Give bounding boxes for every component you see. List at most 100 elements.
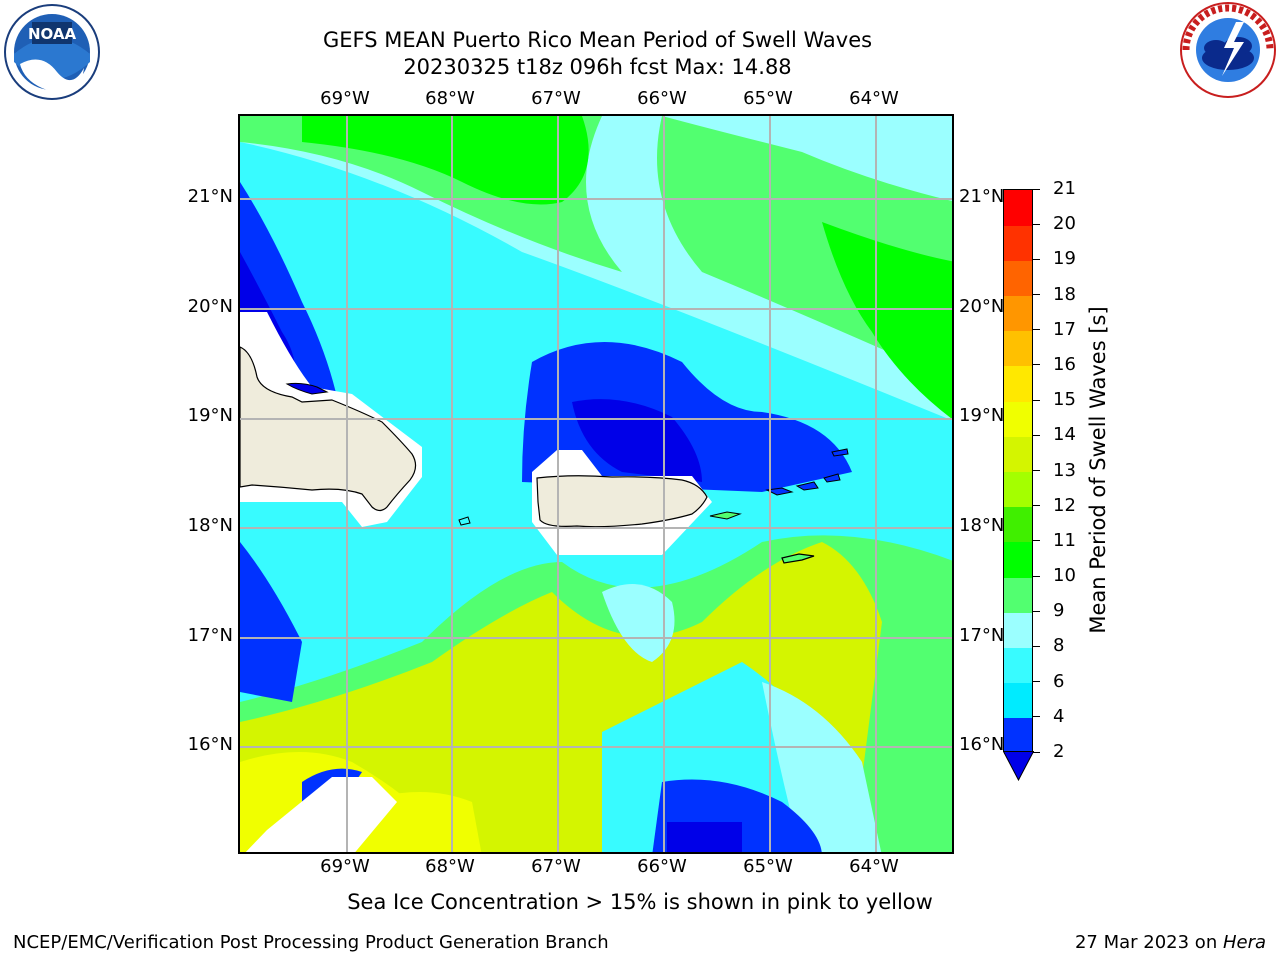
- colorbar-tick-label: 21: [1053, 178, 1076, 199]
- colorbar-tick-label: 2: [1053, 741, 1065, 762]
- colorbar-segment: [1004, 365, 1032, 402]
- colorbar-tick-mark: [1033, 294, 1040, 296]
- land-hispaniola: [240, 346, 417, 512]
- colorbar-tick-mark: [1033, 258, 1040, 260]
- colorbar-tick-label: 13: [1053, 459, 1076, 481]
- lon-label-top: 65°W: [743, 88, 793, 109]
- field-blue-sw: [240, 542, 302, 702]
- lat-label-left: 17°N: [187, 625, 233, 646]
- land-mona: [458, 516, 471, 526]
- chart-title: GEFS MEAN Puerto Rico Mean Period of Swe…: [322, 28, 873, 52]
- lat-label-right: 18°N: [959, 515, 1005, 536]
- lat-label-left: 16°N: [187, 734, 233, 755]
- footer-date-text: 27 Mar 2023 on: [1074, 932, 1223, 953]
- land-vieques: [709, 511, 742, 520]
- colorbar-under-triangle: [1003, 751, 1034, 781]
- colorbar-tick-mark: [1033, 716, 1040, 718]
- colorbar-segment: [1004, 190, 1032, 226]
- colorbar: [1003, 189, 1033, 754]
- colorbar-tick-label: 19: [1053, 248, 1076, 270]
- lat-label-right: 17°N: [959, 625, 1005, 646]
- lat-label-left: 21°N: [187, 186, 233, 207]
- field-brightgreen-east: [822, 222, 952, 419]
- colorbar-segment: [1004, 717, 1032, 754]
- colorbar-tick-mark: [1033, 223, 1040, 225]
- lon-label-bottom: 67°W: [531, 856, 581, 877]
- colorbar-segment: [1004, 647, 1032, 684]
- colorbar-tick-label: 16: [1053, 353, 1076, 375]
- colorbar-tick-label: 18: [1053, 283, 1076, 305]
- colorbar-tick-mark: [1033, 470, 1040, 471]
- land-st-croix: [781, 553, 815, 564]
- colorbar-tick-mark: [1033, 751, 1040, 753]
- colorbar-tick-mark: [1033, 575, 1040, 577]
- graticule: [240, 116, 952, 852]
- colorbar-segment: [1004, 401, 1032, 437]
- colorbar-tick-label: 14: [1053, 424, 1076, 446]
- field-darkblue-se: [667, 822, 742, 852]
- lon-label-top: 69°W: [320, 88, 370, 109]
- lon-label-bottom: 68°W: [425, 856, 475, 877]
- land-st-thomas: [765, 487, 794, 496]
- colorbar-tick-label: 15: [1053, 389, 1076, 411]
- lat-label-left: 18°N: [187, 515, 233, 536]
- lon-label-bottom: 64°W: [849, 856, 899, 877]
- colorbar-segment: [1004, 330, 1032, 367]
- colorbar-segment: [1004, 471, 1032, 508]
- lon-label-bottom: 66°W: [637, 856, 687, 877]
- colorbar-tick-mark: [1033, 399, 1040, 401]
- lat-label-right: 21°N: [959, 186, 1005, 207]
- colorbar-tick-label: 11: [1053, 529, 1076, 551]
- noaa-logo: NOAA: [2, 2, 102, 102]
- colorbar-tick-label: 9: [1053, 600, 1065, 622]
- land-anegada: [831, 448, 849, 457]
- colorbar-tick-mark: [1033, 681, 1040, 683]
- colorbar-segment: [1004, 225, 1032, 261]
- lon-label-top: 66°W: [637, 88, 687, 109]
- colorbar-tick-label: 6: [1053, 670, 1065, 692]
- field-lightcyan-ne: [662, 116, 952, 202]
- colorbar-segment: [1004, 295, 1032, 332]
- colorbar-tick-label: 4: [1053, 705, 1065, 727]
- chart-subtitle: 20230325 t18z 096h fcst Max: 14.88: [403, 55, 792, 79]
- colorbar-tick-mark: [1033, 188, 1040, 190]
- lon-label-top: 64°W: [849, 88, 899, 109]
- colorbar-tick-mark: [1033, 434, 1040, 436]
- colorbar-segment: [1004, 260, 1032, 297]
- land-tortola: [823, 473, 841, 483]
- lat-label-right: 19°N: [959, 405, 1005, 426]
- footer-credit: NCEP/EMC/Verification Post Processing Pr…: [13, 932, 609, 953]
- land-tortuga: [285, 382, 329, 395]
- colorbar-segment: [1004, 436, 1032, 472]
- colorbar-tick-label: 12: [1053, 494, 1076, 516]
- colorbar-label: Mean Period of Swell Waves [s]: [1086, 306, 1110, 634]
- footer-host: Hera: [1222, 932, 1266, 953]
- colorbar-tick-mark: [1033, 540, 1040, 542]
- lat-label-left: 19°N: [187, 405, 233, 426]
- lat-label-left: 20°N: [187, 296, 233, 317]
- national-weather-service-logo: [1178, 0, 1278, 100]
- field-lightcyan-se: [762, 682, 882, 852]
- lon-label-bottom: 69°W: [320, 856, 370, 877]
- swell-period-map: [238, 114, 954, 854]
- lat-label-right: 16°N: [959, 734, 1005, 755]
- land-st-john: [795, 481, 819, 491]
- colorbar-tick-label: 8: [1053, 635, 1065, 657]
- field-lightcyan-south-pr: [602, 584, 675, 662]
- lon-label-top: 67°W: [531, 88, 581, 109]
- colorbar-tick-mark: [1033, 505, 1040, 507]
- colorbar-segment: [1004, 541, 1032, 578]
- sea-ice-footnote: Sea Ice Concentration > 15% is shown in …: [347, 890, 933, 914]
- mask-sw: [245, 777, 397, 852]
- colorbar-tick-mark: [1033, 610, 1040, 612]
- colorbar-tick-label: 20: [1053, 213, 1076, 235]
- colorbar-tick-mark: [1033, 645, 1040, 647]
- colorbar-segment: [1004, 577, 1032, 613]
- colorbar-tick-label: 17: [1053, 318, 1076, 340]
- colorbar-tick-mark: [1033, 364, 1040, 366]
- noaa-logo-text: NOAA: [28, 25, 77, 43]
- colorbar-segment: [1004, 506, 1032, 543]
- lat-label-right: 20°N: [959, 296, 1005, 317]
- lon-label-top: 68°W: [425, 88, 475, 109]
- colorbar-tick-mark: [1033, 329, 1040, 331]
